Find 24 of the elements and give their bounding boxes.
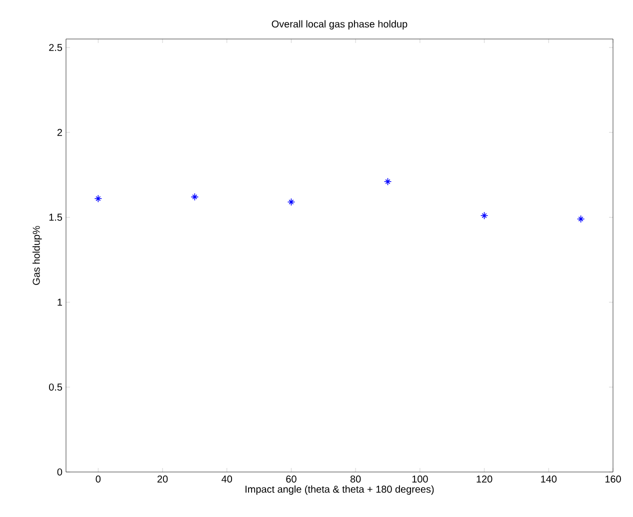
y-tick-label: 2.5	[49, 44, 62, 52]
x-tick-label: 60	[286, 476, 296, 483]
point	[480, 212, 488, 220]
x-tick-label: 100	[412, 476, 428, 483]
x-tick-label: 140	[541, 476, 557, 483]
y-tick-label: 1	[58, 298, 62, 306]
x-tick-label: 20	[157, 476, 168, 483]
x-tick-label: 80	[350, 476, 361, 483]
point	[576, 215, 585, 223]
y-tick-label: 0	[57, 468, 62, 476]
point	[94, 194, 102, 203]
y-tick-label: 1.5	[49, 214, 62, 221]
y-tick-label: 0.5	[49, 384, 62, 391]
y-tick-label: 2	[57, 128, 62, 136]
y-axis-title: Gas holdup%	[32, 226, 42, 285]
x-axis-title: Impact angle (theta & theta + 180 degrees)	[246, 485, 434, 495]
point	[384, 178, 392, 186]
x-tick-label: 40	[222, 476, 232, 483]
x-tick-label: 0	[96, 476, 101, 483]
point	[190, 193, 199, 201]
chart-title: Overall local gas phase holdup	[272, 20, 408, 30]
point	[287, 198, 296, 206]
x-tick-label: 120	[476, 476, 492, 483]
x-tick-label: 160	[605, 476, 621, 483]
